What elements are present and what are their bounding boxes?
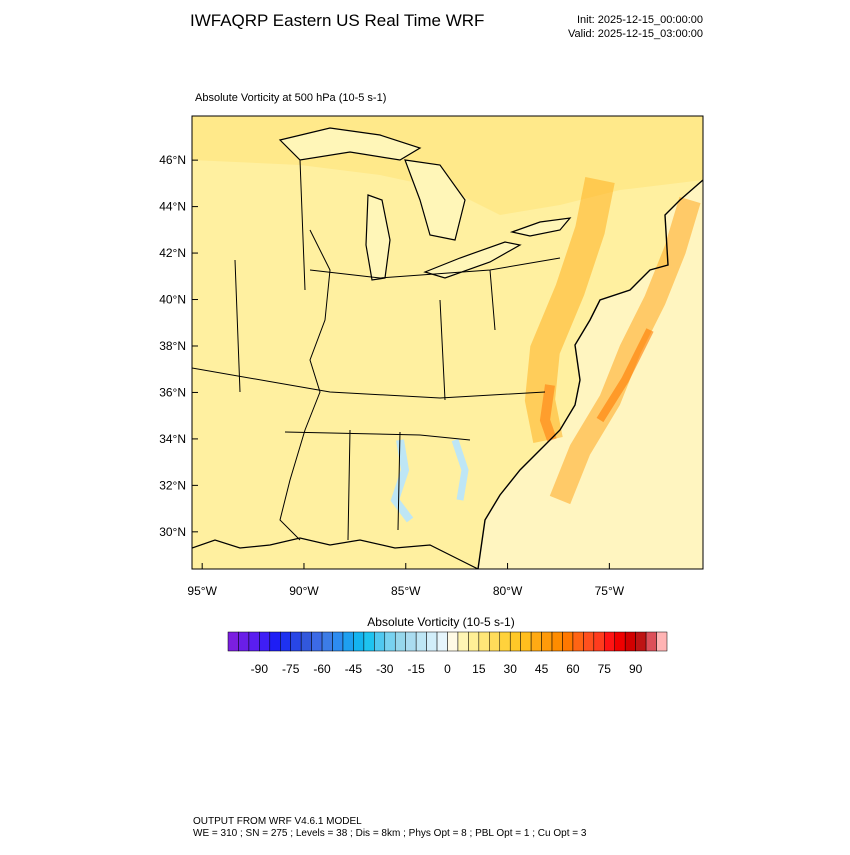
colorbar-box [624,631,636,652]
x-tick-label: 80°W [493,584,523,598]
colorbar-box [583,631,595,652]
colorbar-tick-label: -30 [376,662,394,676]
vorticity-band [549,196,701,505]
map-frame [191,115,704,570]
colorbar-box [405,631,417,652]
colorbar-box [541,631,553,652]
colorbar-box [342,631,354,652]
colorbar-tick-label: 0 [444,662,451,676]
y-tick-label: 42°N [159,246,186,260]
map-axes: 95°W 90°W 85°W 80°W 75°W 30°N 32°N 34°N 36°N 38°N… [159,153,625,598]
colorbar-box [259,631,271,652]
colorbar-box [562,631,574,652]
colorbar-box [604,631,615,652]
y-tick-label: 36°N [159,385,186,399]
y-tick-label: 38°N [159,339,186,353]
title: IWFAQRP Eastern US Real Time WRF [190,11,484,30]
coastline [477,179,703,569]
colorbar-tick-label: 90 [629,662,643,676]
y-tick-label: 32°N [159,478,186,492]
colorbar-box [509,631,521,652]
negative-patch [390,439,414,523]
colorbar-tick-label: -60 [313,662,331,676]
mississippi-border [279,229,331,541]
valid-time: Valid: 2025-12-15_03:00:00 [568,28,703,40]
x-tick-label: 90°W [289,584,319,598]
x-tick-label: 85°W [391,584,421,598]
colorbar-box [363,631,375,652]
vorticity-band [524,177,615,443]
colorbar-box [478,631,490,652]
y-tick-label: 40°N [159,293,186,307]
colorbar-box [227,631,239,652]
colorbar-tick-label: -90 [251,662,269,676]
state-borders [192,159,561,541]
colorbar-box [656,631,668,652]
colorbar-box [520,631,532,652]
ocean-field [478,180,703,569]
colorbar-box [415,631,427,652]
colorbar-tick-label: 30 [504,662,518,676]
colorbar-box [489,631,501,652]
colorbar-tick-label: -75 [282,662,300,676]
colorbar-box [374,631,386,652]
colorbar-label: Absolute Vorticity (10-5 s-1) [367,615,514,629]
colorbar-box [300,631,312,652]
colorbar-box [572,631,584,652]
x-tick-label: 95°W [187,584,217,598]
lake-superior [278,127,422,161]
colorbar-tick-label: 60 [566,662,580,676]
colorbar-box [645,631,657,652]
vorticity-max [539,384,557,442]
colorbar-tick-label: -15 [407,662,425,676]
colorbar-box [394,631,406,652]
colorbar-box [384,631,396,652]
colorbar-tick-label: 75 [598,662,612,676]
colorbar-tick-label: 15 [472,662,486,676]
y-tick-label: 46°N [159,153,186,167]
footer-line: OUTPUT FROM WRF V4.6.1 MODEL [193,816,362,827]
vorticity-max [596,328,654,423]
colorbar-box [290,631,302,652]
init-time: Init: 2025-12-15_00:00:00 [577,14,703,26]
colorbar-box [436,631,448,652]
lake-erie [423,241,522,279]
x-tick-label: 75°W [595,584,625,598]
colorbar-box [457,631,469,652]
colorbar-box [332,631,344,652]
colorbar-box [238,631,250,652]
colorbar-box [321,631,333,652]
colorbar-box [311,631,323,652]
footer-line: WE = 310 ; SN = 275 ; Levels = 38 ; Dis … [193,828,587,839]
lake-huron [404,159,466,241]
colorbar-box [248,631,260,652]
map-field [192,116,703,569]
colorbar-tick-label: -45 [345,662,363,676]
y-tick-label: 44°N [159,200,186,214]
colorbar-box [499,631,511,652]
colorbar-box [280,631,291,652]
colorbar-box [593,631,605,652]
colorbar-box [635,631,647,652]
negative-patch [451,438,469,501]
field-title: Absolute Vorticity at 500 hPa (10-5 s-1) [195,92,386,104]
y-tick-label: 34°N [159,432,186,446]
colorbar-box [447,631,459,652]
colorbar-box [468,631,480,652]
y-tick-label: 30°N [159,525,186,539]
gulf-coast [192,537,479,569]
colorbar-box [353,631,365,652]
colorbar-box [551,631,563,652]
colorbar-box [269,631,281,652]
colorbar-tick-label: 45 [535,662,549,676]
colorbar: -90 -75 -60 -45 -30 -15 0 15 30 45 60 75 90 [227,631,668,676]
lake-ontario [509,217,572,237]
colorbar-box [614,631,626,652]
colorbar-box [530,631,542,652]
colorbar-box [426,631,438,652]
